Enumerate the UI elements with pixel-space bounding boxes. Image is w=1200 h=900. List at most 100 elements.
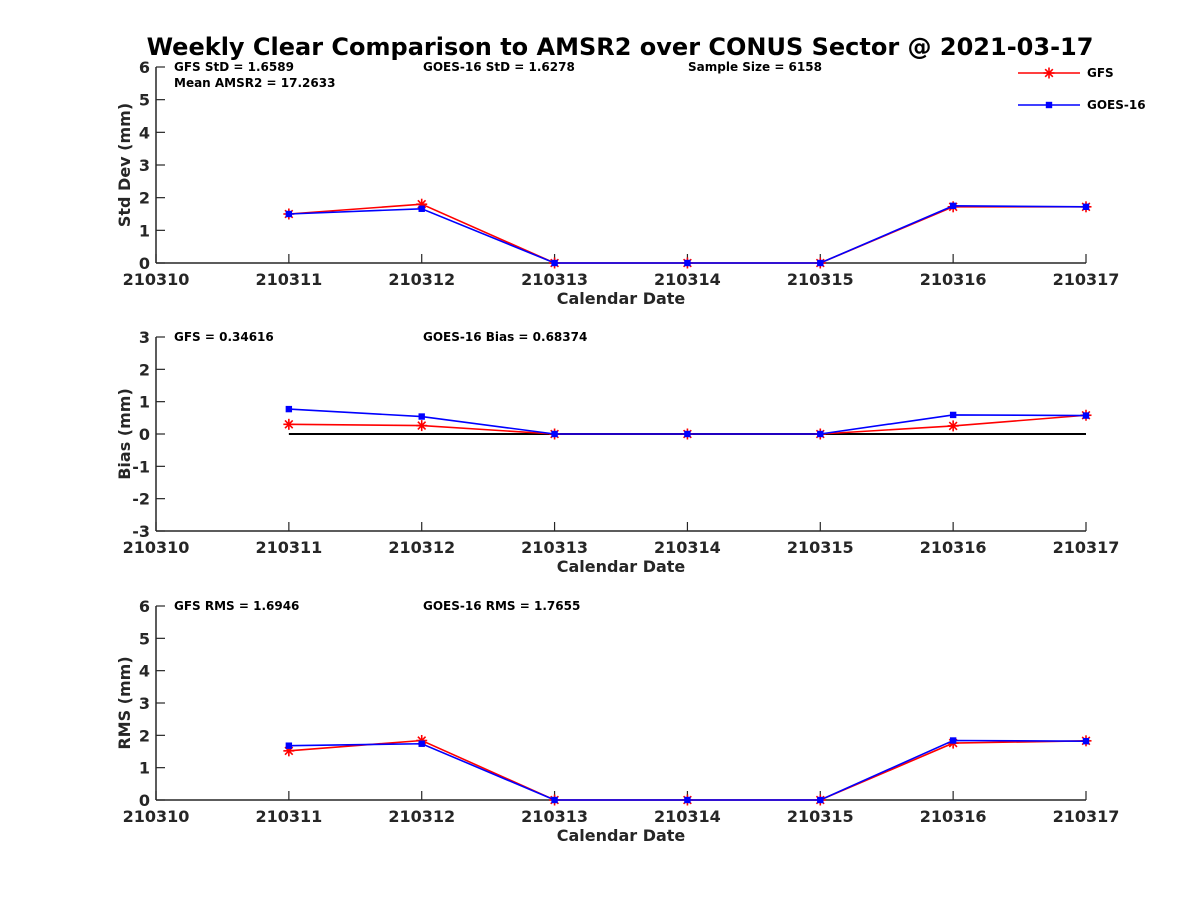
y-axis-label: Std Dev (mm) — [115, 103, 134, 227]
x-tick-label: 210313 — [521, 270, 588, 289]
legend-marker — [1045, 101, 1053, 109]
x-tick-label: 210314 — [654, 270, 721, 289]
y-tick-label: 4 — [139, 662, 150, 681]
y-tick-label: 1 — [139, 759, 150, 778]
series-goes-16 — [285, 202, 1090, 267]
data-point — [684, 259, 691, 267]
y-axis-label: RMS (mm) — [115, 656, 134, 749]
y-tick-label: 2 — [139, 726, 150, 745]
series-goes-16 — [285, 405, 1090, 438]
y-tick-label: -3 — [132, 522, 150, 541]
chart-panel-2: -3 -2 -1 0 1 2 3 210310 210311 210312 210313 210314… — [115, 328, 1119, 576]
legend-entry-goes-16: GOES-16 — [1018, 98, 1146, 112]
figure-title: Weekly Clear Comparison to AMSR2 over CO… — [147, 33, 1094, 61]
x-tick-label: 210315 — [787, 270, 854, 289]
y-tick-label: 1 — [139, 393, 150, 412]
data-point — [817, 430, 824, 438]
y-tick-label: 0 — [139, 791, 150, 810]
data-point — [949, 202, 957, 210]
y-tick-label: 3 — [139, 694, 150, 713]
y-tick-label: 6 — [139, 58, 150, 77]
x-axis-label: Calendar Date — [557, 826, 686, 845]
x-tick-label: 210312 — [388, 807, 455, 826]
x-axis-label: Calendar Date — [557, 289, 686, 308]
data-point — [817, 796, 824, 804]
data-point — [1082, 737, 1090, 745]
data-point — [285, 405, 293, 413]
stat-annotation: GOES-16 Bias = 0.68374 — [423, 330, 587, 344]
legend-label: GOES-16 — [1087, 98, 1146, 112]
x-tick-label: 210313 — [521, 807, 588, 826]
x-tick-label: 210312 — [388, 538, 455, 557]
stat-annotation: GFS RMS = 1.6946 — [174, 599, 299, 613]
x-tick-label: 210310 — [123, 807, 190, 826]
x-tick-label: 210315 — [787, 807, 854, 826]
data-point — [949, 737, 957, 744]
legend: GFS GOES-16 — [1018, 66, 1146, 112]
y-tick-label: -2 — [132, 490, 150, 509]
y-tick-label: 5 — [139, 91, 150, 110]
data-point — [551, 796, 558, 804]
series-gfs — [283, 735, 1092, 806]
x-tick-label: 210313 — [521, 538, 588, 557]
y-tick-label: 3 — [139, 156, 150, 175]
x-tick-label: 210314 — [654, 807, 721, 826]
x-tick-label: 210315 — [787, 538, 854, 557]
y-tick-label: 5 — [139, 629, 150, 648]
y-tick-label: 0 — [139, 425, 150, 444]
y-tick-label: 4 — [139, 123, 150, 142]
data-point — [947, 420, 959, 432]
data-point — [817, 259, 824, 267]
data-point — [418, 413, 425, 420]
series-goes-16 — [285, 737, 1090, 804]
stat-annotation: GFS StD = 1.6589 — [174, 60, 294, 74]
x-tick-label: 210316 — [920, 538, 987, 557]
data-point — [418, 205, 425, 212]
data-point — [684, 796, 691, 804]
y-axis-label: Bias (mm) — [115, 388, 134, 480]
chart-panel-3: 0 1 2 3 4 5 6 210310 210311 210312 210313 210314 210… — [115, 597, 1119, 845]
y-tick-label: 2 — [139, 189, 150, 208]
x-tick-label: 210312 — [388, 270, 455, 289]
x-tick-label: 210311 — [255, 270, 322, 289]
data-point — [551, 259, 558, 267]
data-point — [1082, 203, 1090, 211]
data-point — [684, 430, 691, 438]
x-tick-label: 210317 — [1053, 270, 1120, 289]
x-tick-label: 210316 — [920, 807, 987, 826]
x-tick-label: 210311 — [255, 538, 322, 557]
x-tick-label: 210316 — [920, 270, 987, 289]
x-tick-label: 210311 — [255, 807, 322, 826]
x-tick-label: 210314 — [654, 538, 721, 557]
y-tick-label: -1 — [132, 457, 150, 476]
x-tick-label: 210310 — [123, 270, 190, 289]
stat-annotation: GOES-16 RMS = 1.7655 — [423, 599, 580, 613]
x-tick-label: 210317 — [1053, 807, 1120, 826]
stat-annotation: GFS = 0.34616 — [174, 330, 274, 344]
stat-annotation: GOES-16 StD = 1.6278 — [423, 60, 575, 74]
y-tick-label: 6 — [139, 597, 150, 616]
chart-panel-1: 0 1 2 3 4 5 6 210310 210311 210312 210313 210314 210… — [115, 58, 1119, 308]
legend-marker — [1043, 67, 1055, 79]
legend-entry-gfs: GFS — [1018, 66, 1114, 80]
legend-label: GFS — [1087, 66, 1114, 80]
y-tick-label: 2 — [139, 360, 150, 379]
x-tick-label: 210317 — [1053, 538, 1120, 557]
y-tick-label: 1 — [139, 221, 150, 240]
y-tick-label: 3 — [139, 328, 150, 347]
data-point — [416, 420, 428, 432]
stat-annotation: Mean AMSR2 = 17.2633 — [174, 76, 335, 90]
data-point — [283, 418, 295, 430]
x-axis-label: Calendar Date — [557, 557, 686, 576]
data-point — [285, 742, 293, 749]
x-tick-label: 210310 — [123, 538, 190, 557]
data-point — [949, 411, 957, 419]
stat-annotation: Sample Size = 6158 — [688, 60, 822, 74]
y-tick-label: 0 — [139, 254, 150, 273]
data-point — [1082, 412, 1090, 419]
data-point — [418, 740, 425, 747]
data-point — [551, 430, 558, 438]
data-point — [285, 210, 293, 218]
